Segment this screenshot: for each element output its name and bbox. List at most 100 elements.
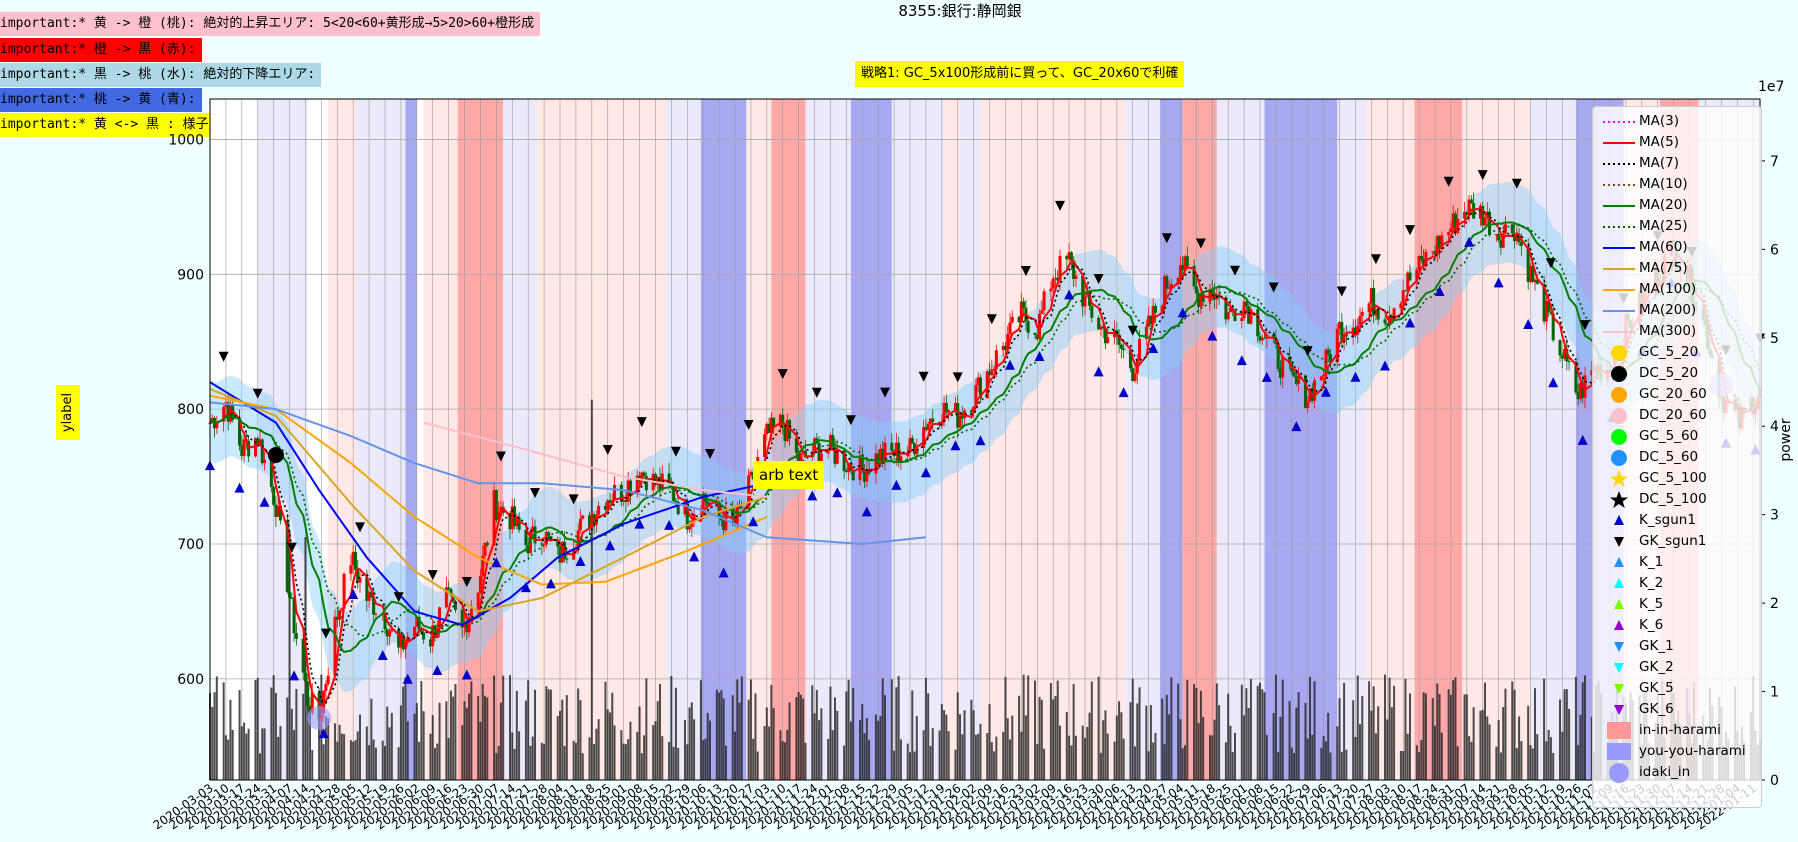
volume-bar [847,679,850,780]
k-sgun1-marker [461,669,472,680]
candle-body [1258,336,1262,341]
legend-symbol [1614,620,1624,630]
legend-symbol [1610,491,1628,508]
volume-bar [336,741,339,780]
candle-body [1176,277,1180,284]
volume-bar [874,714,877,780]
volume-bar [720,690,723,780]
volume-bar [1404,678,1407,780]
candle-body [833,446,837,464]
ma25-line [209,224,1761,637]
candle-body [469,608,473,617]
volume-bar [1559,699,1561,780]
volume-bar [445,701,448,780]
candle-body [1424,251,1428,267]
candle-body [476,592,480,609]
volume-bar [1279,716,1282,780]
legend-symbol-shape [1614,599,1624,609]
candle-body [1072,260,1076,280]
volume-bar [1072,683,1075,780]
gk-sgun1-marker [986,314,997,325]
volume-bar [534,689,536,780]
volume-bar [406,721,409,780]
volume-bar [256,677,259,780]
legend-symbol [1611,429,1627,445]
note-peach-to-yellow: important:* 桃 -> 黄 (青): [0,88,202,112]
volume-bar [1590,716,1593,780]
candle-body [1326,349,1330,355]
y2-tick-label: 5 [1770,331,1779,347]
volume-bar [686,744,689,780]
volume-bar [788,702,791,780]
legend-item: MA(60) [1593,237,1761,258]
legend-item: GK_1 [1593,636,1761,657]
candle-body [910,437,914,444]
candle-body [1483,217,1487,226]
gk-sgun1-marker [1477,170,1488,181]
volume-bar [1161,698,1164,780]
volume-bar [1272,712,1275,780]
k-sgun1-marker [689,551,700,562]
volume-bar [1165,694,1168,780]
y2-multiplier: 1e7 [1758,79,1784,95]
volume-bar [970,699,973,780]
candle-body [240,445,244,457]
candle-body [419,630,423,633]
candle-body [972,406,976,413]
candle-body [1033,332,1037,335]
y2-tick-label: 7 [1770,154,1779,170]
volume-bar [927,693,930,780]
volume-bar [1359,724,1361,780]
volume-bar [1090,681,1093,780]
candle-body [308,705,312,713]
volume-bar [563,745,566,780]
candle-body [1138,338,1142,361]
volume-bar [1034,680,1036,780]
legend-symbol [1614,515,1624,525]
k-sgun1-marker [1464,236,1475,247]
candle-body [322,690,326,714]
volume-bar [340,733,343,780]
candle-body [1406,272,1410,291]
volume-bar [945,714,948,780]
volume-bar [261,728,264,780]
volume-bar [1345,749,1348,780]
gk-sgun1-marker [530,488,540,499]
candle-body [417,616,421,631]
volume-bar [1306,738,1309,780]
area-region [944,99,960,780]
candle-body [272,487,276,505]
legend-symbol [1603,205,1635,207]
volume-bar [863,733,866,780]
candle-body [990,369,994,376]
volume-bar [1454,677,1457,780]
legend-symbol [1614,705,1624,715]
gk-sgun1-marker [705,449,715,460]
candle-body [215,421,219,429]
candle-body [1128,350,1132,369]
candle-body [835,450,839,464]
legend-label: K_6 [1639,617,1664,633]
volume-bar [752,738,755,780]
legend-item: GK_5 [1593,678,1761,699]
volume-bar [259,753,261,780]
y2-tick-label: 6 [1770,242,1779,258]
candle-body [367,592,371,601]
candle-body [1344,333,1348,337]
legend-symbol-shape [1607,722,1631,739]
volume-bar [399,705,402,780]
volume-bar [1336,726,1339,780]
candle-body [1376,309,1380,320]
legend-symbol [1603,184,1635,186]
candle-body [353,551,357,570]
legend-symbol-shape [1611,366,1627,382]
candle-body [960,415,964,419]
volume-bar [1324,741,1327,780]
volume-bar [1086,727,1089,780]
candle-body [444,587,448,608]
volume-bar [613,725,616,780]
candle-body [242,439,246,457]
candle-body [560,541,564,563]
volume-bar [652,725,655,780]
